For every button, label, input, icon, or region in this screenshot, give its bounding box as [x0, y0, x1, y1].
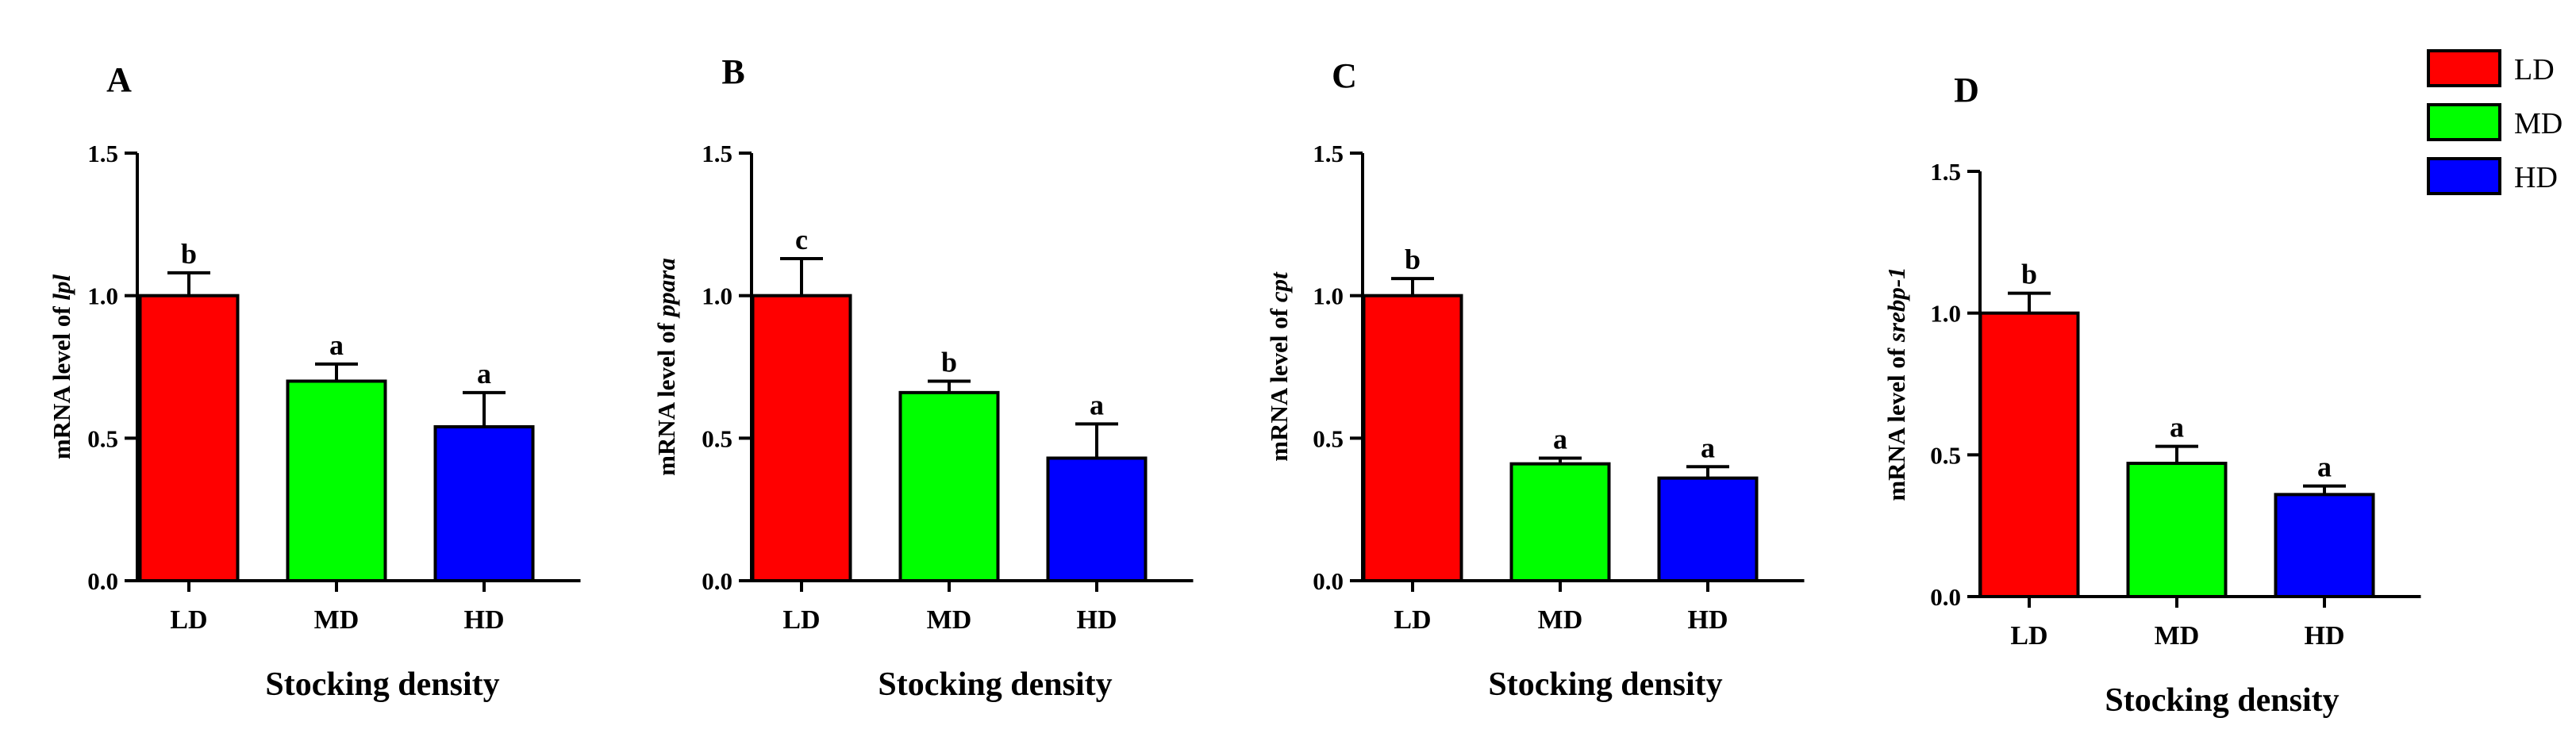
- significance-label: a: [477, 358, 491, 390]
- bar-ld: [1978, 311, 2080, 598]
- bar-hd: [1657, 476, 1759, 583]
- bar-md: [1509, 462, 1611, 582]
- y-tick-label: 1.0: [87, 282, 118, 310]
- y-tick-label: 0.0: [1313, 567, 1344, 595]
- bar-ld: [751, 294, 852, 582]
- category-label: HD: [1688, 605, 1728, 635]
- y-tick-label: 1.0: [702, 282, 732, 310]
- significance-label: b: [1405, 244, 1421, 275]
- legend-label: MD: [2514, 107, 2563, 140]
- bar-md: [898, 390, 1000, 582]
- panel-letter: D: [1954, 71, 1979, 109]
- category-label: LD: [170, 605, 207, 635]
- legend-item-hd: HD: [2427, 157, 2558, 195]
- y-axis-label-gene: ppara: [652, 258, 680, 319]
- significance-label: a: [1701, 432, 1715, 463]
- panel-letter: B: [721, 52, 744, 91]
- y-axis-label-gene: srebp-1: [1882, 267, 1910, 343]
- y-tick-label: 0.5: [1313, 424, 1344, 452]
- legend-item-ld: LD: [2427, 49, 2555, 87]
- y-tick-label: 0.0: [702, 567, 732, 595]
- y-axis-label-gene: cpt: [1265, 271, 1293, 302]
- chart-panel-c: C 0.0 0.5 1.0 1.5 mRNA level of cpt b LD a MD a HD S…: [1265, 56, 1805, 703]
- bar-hd: [433, 424, 535, 583]
- panel-letter: A: [106, 60, 132, 99]
- category-label: HD: [2305, 621, 2345, 651]
- y-tick-label: 1.0: [1930, 300, 1961, 328]
- category-label: MD: [314, 605, 359, 635]
- legend-label: HD: [2514, 161, 2558, 194]
- bar-hd: [1046, 456, 1148, 583]
- significance-label: a: [2317, 451, 2332, 483]
- significance-label: a: [329, 329, 344, 361]
- y-tick-label: 0.0: [1930, 583, 1961, 611]
- legend-swatch: [2427, 103, 2501, 141]
- panel-letter: C: [1332, 56, 1357, 95]
- significance-label: b: [181, 238, 197, 270]
- category-label: MD: [927, 605, 972, 635]
- y-axis-label: mRNA level of ppara: [652, 258, 680, 476]
- bar-md: [2126, 462, 2228, 599]
- chart-panels: A 0.0 0.5 1.0 1.5 mRNA level of lpl b LD a MD a HD S…: [48, 52, 2421, 719]
- significance-label: a: [1553, 423, 1567, 455]
- chart-panel-d: D 0.0 0.5 1.0 1.5 mRNA level of srebp-1 b LD a MD…: [1882, 71, 2421, 719]
- significance-label: c: [795, 224, 808, 255]
- bar-hd: [2274, 493, 2375, 598]
- y-axis-label-prefix: mRNA level of: [1882, 342, 1910, 501]
- bar-ld: [1362, 294, 1463, 582]
- y-axis-label-prefix: mRNA level of: [1265, 302, 1293, 462]
- legend-swatch: [2427, 157, 2501, 195]
- y-axis-label: mRNA level of srebp-1: [1882, 267, 1910, 501]
- legend-label: LD: [2514, 53, 2555, 86]
- chart-panel-a: A 0.0 0.5 1.0 1.5 mRNA level of lpl b LD a MD a HD S…: [48, 60, 581, 703]
- y-tick-label: 1.5: [1313, 140, 1344, 167]
- category-label: MD: [1538, 605, 1583, 635]
- legend: LD MD HD: [2427, 49, 2563, 195]
- legend-item-md: MD: [2427, 103, 2563, 141]
- category-label: LD: [782, 605, 820, 635]
- significance-label: a: [1090, 389, 1104, 420]
- y-axis-label-prefix: mRNA level of: [652, 317, 680, 476]
- x-axis-label: Stocking density: [1488, 666, 1722, 703]
- bar-ld: [138, 294, 240, 582]
- significance-label: b: [941, 346, 957, 378]
- y-tick-label: 1.5: [87, 140, 118, 167]
- y-tick-label: 0.5: [1930, 441, 1961, 469]
- y-axis-label: mRNA level of lpl: [48, 274, 75, 459]
- category-label: LD: [1394, 605, 1431, 635]
- category-label: LD: [2010, 621, 2047, 651]
- category-label: HD: [464, 605, 505, 635]
- x-axis-label: Stocking density: [878, 666, 1112, 703]
- y-tick-label: 1.0: [1313, 282, 1344, 310]
- chart-panel-b: B 0.0 0.5 1.0 1.5 mRNA level of ppara c LD b MD a H…: [652, 52, 1194, 703]
- y-tick-label: 1.5: [702, 140, 732, 167]
- y-axis-label-prefix: mRNA level of: [48, 301, 75, 460]
- y-tick-label: 0.0: [87, 567, 118, 595]
- y-axis-label: mRNA level of cpt: [1265, 271, 1293, 462]
- bar-md: [286, 379, 387, 583]
- y-tick-label: 0.5: [87, 424, 118, 452]
- category-label: MD: [2155, 621, 2200, 651]
- category-label: HD: [1077, 605, 1117, 635]
- y-tick-label: 0.5: [702, 424, 732, 452]
- x-axis-label: Stocking density: [2105, 682, 2339, 719]
- significance-label: b: [2021, 259, 2037, 290]
- y-tick-label: 1.5: [1930, 158, 1961, 186]
- y-axis-label-gene: lpl: [48, 274, 75, 300]
- legend-swatch: [2427, 49, 2501, 87]
- x-axis-label: Stocking density: [265, 666, 499, 703]
- significance-label: a: [2170, 412, 2184, 443]
